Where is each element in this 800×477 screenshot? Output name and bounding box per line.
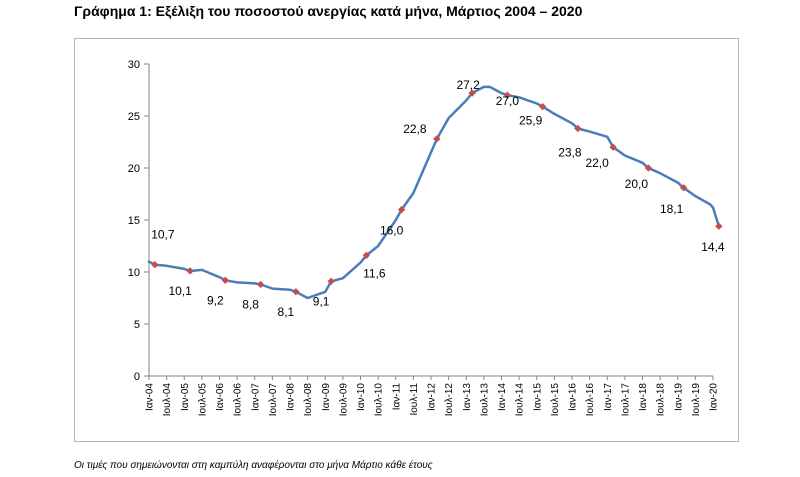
x-tick-label: Ιαν-19 bbox=[673, 383, 684, 411]
march-marker bbox=[715, 222, 723, 230]
x-tick-label: Ιουλ-08 bbox=[303, 383, 314, 417]
x-tick-label: Ιουλ-12 bbox=[444, 383, 455, 417]
y-tick-label: 20 bbox=[128, 163, 140, 175]
x-tick-label: Ιουλ-14 bbox=[515, 383, 526, 417]
x-tick-label: Ιουλ-13 bbox=[479, 383, 490, 417]
data-label: 20,0 bbox=[625, 177, 649, 191]
x-tick-label: Ιουλ-09 bbox=[338, 383, 349, 417]
x-tick-label: Ιαν-14 bbox=[497, 383, 508, 411]
data-label: 23,8 bbox=[558, 145, 582, 159]
x-tick-label: Ιαν-16 bbox=[568, 383, 579, 411]
x-tick-label: Ιουλ-17 bbox=[620, 383, 631, 417]
march-marker bbox=[397, 205, 406, 214]
march-marker bbox=[256, 280, 265, 289]
x-tick-label: Ιουλ-06 bbox=[233, 383, 244, 417]
y-tick-label: 30 bbox=[128, 59, 140, 71]
x-tick-label: Ιαν-17 bbox=[603, 383, 614, 411]
march-marker bbox=[151, 261, 159, 269]
x-tick-label: Ιουλ-18 bbox=[656, 383, 667, 417]
data-label: 9,2 bbox=[207, 293, 224, 307]
data-label: 27,2 bbox=[456, 78, 480, 92]
x-tick-label: Ιαν-06 bbox=[215, 383, 226, 411]
march-marker bbox=[503, 91, 512, 99]
x-tick-label: Ιαν-13 bbox=[462, 383, 473, 411]
y-tick-label: 0 bbox=[134, 371, 140, 383]
data-label: 9,1 bbox=[313, 294, 330, 308]
chart-frame: 0 5 10 15 20 25 30 Ιαν-04 Ιουλ-04 Ιαν-05 Ιουλ-05 Ια… bbox=[74, 38, 739, 442]
x-tick-label: Ιουλ-16 bbox=[585, 383, 596, 417]
data-label: 22,8 bbox=[403, 122, 427, 136]
data-label: 8,1 bbox=[278, 305, 295, 319]
data-label: 22,0 bbox=[585, 156, 609, 170]
x-tick-label: Ιουλ-15 bbox=[550, 383, 561, 417]
x-tick-label: Ιαν-20 bbox=[709, 383, 720, 411]
data-label: 8,8 bbox=[242, 297, 259, 311]
march-marker bbox=[362, 251, 371, 260]
line-chart: 0 5 10 15 20 25 30 Ιαν-04 Ιουλ-04 Ιαν-05 Ιουλ-05 Ια… bbox=[128, 59, 725, 417]
series-line bbox=[147, 85, 721, 300]
x-tick-label: Ιουλ-07 bbox=[268, 383, 279, 417]
x-tick-label: Ιουλ-04 bbox=[162, 383, 173, 417]
y-tick-label: 15 bbox=[128, 215, 140, 227]
x-tick-label: Ιαν-18 bbox=[638, 383, 649, 411]
y-tick-label: 10 bbox=[128, 267, 140, 279]
y-tick-label: 25 bbox=[128, 111, 140, 123]
data-label: 18,1 bbox=[660, 202, 684, 216]
x-tick-label: Ιαν-08 bbox=[286, 383, 297, 411]
x-tick-label: Ιαν-07 bbox=[250, 383, 261, 411]
march-marker bbox=[609, 143, 617, 151]
x-tick-label: Ιουλ-11 bbox=[409, 383, 420, 416]
data-label: 14,4 bbox=[701, 240, 725, 254]
x-tick-label: Ιαν-15 bbox=[532, 383, 543, 411]
y-tick-label: 5 bbox=[134, 319, 140, 331]
x-tick-label: Ιαν-04 bbox=[145, 383, 156, 411]
x-tick-label: Ιαν-09 bbox=[321, 383, 332, 411]
data-label: 25,9 bbox=[519, 114, 543, 128]
march-marker bbox=[221, 276, 230, 284]
march-marker bbox=[468, 89, 476, 97]
x-tick-label: Ιουλ-05 bbox=[197, 383, 208, 417]
data-label: 10,7 bbox=[151, 228, 175, 242]
march-marker bbox=[186, 267, 194, 275]
march-marker bbox=[433, 135, 441, 143]
data-label: 27,0 bbox=[496, 94, 520, 108]
x-tick-label: Ιαν-12 bbox=[427, 383, 438, 411]
data-label: 11,6 bbox=[363, 266, 386, 280]
march-marker bbox=[327, 277, 335, 286]
data-label: 16,0 bbox=[380, 224, 404, 238]
x-tick-label: Ιαν-05 bbox=[180, 383, 191, 411]
x-tick-label: Ιαν-11 bbox=[391, 383, 402, 411]
chart-footnote: Οι τιμές που σημειώνονται στη καμπύλη αν… bbox=[74, 460, 433, 471]
chart-title: Γράφημα 1: Εξέλιξη του ποσοστού ανεργίας… bbox=[74, 3, 583, 19]
march-marker bbox=[644, 164, 653, 172]
x-tick-label: Ιουλ-10 bbox=[374, 383, 385, 417]
x-tick-label: Ιαν-10 bbox=[356, 383, 367, 411]
x-tick-label: Ιουλ-19 bbox=[691, 383, 702, 417]
data-label: 10,1 bbox=[168, 284, 192, 298]
